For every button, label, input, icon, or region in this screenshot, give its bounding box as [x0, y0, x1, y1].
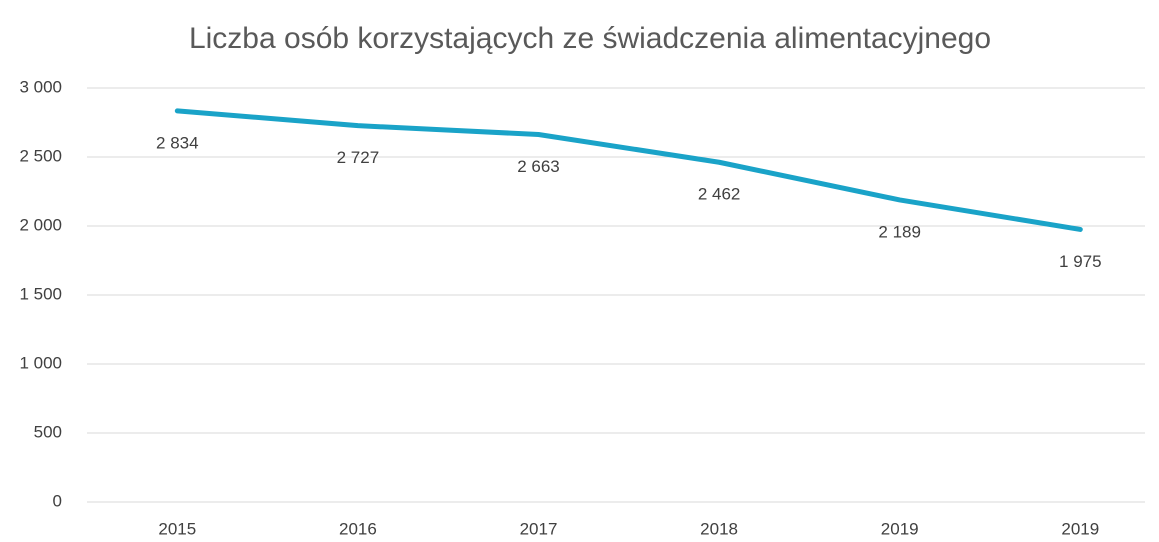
data-label: 2 663 — [517, 157, 560, 176]
x-tick-label: 2019 — [1061, 519, 1099, 538]
x-tick-label: 2017 — [520, 519, 558, 538]
data-label: 1 975 — [1059, 252, 1102, 271]
x-tick-label: 2015 — [158, 519, 196, 538]
y-tick-label: 0 — [53, 491, 62, 510]
x-tick-label: 2019 — [881, 519, 919, 538]
x-tick-label: 2018 — [700, 519, 738, 538]
data-label: 2 462 — [698, 185, 741, 204]
y-tick-label: 2 500 — [19, 146, 62, 165]
x-tick-label: 2016 — [339, 519, 377, 538]
chart-title: Liczba osób korzystających ze świadczeni… — [189, 22, 991, 55]
y-tick-label: 3 000 — [19, 77, 62, 96]
data-label: 2 727 — [337, 148, 380, 167]
y-tick-label: 1 500 — [19, 284, 62, 303]
y-tick-label: 500 — [34, 422, 62, 441]
y-tick-label: 1 000 — [19, 353, 62, 372]
series-line — [174, 108, 1083, 232]
data-label: 2 189 — [878, 222, 921, 241]
y-tick-label: 2 000 — [19, 215, 62, 234]
data-label: 2 834 — [156, 133, 199, 152]
